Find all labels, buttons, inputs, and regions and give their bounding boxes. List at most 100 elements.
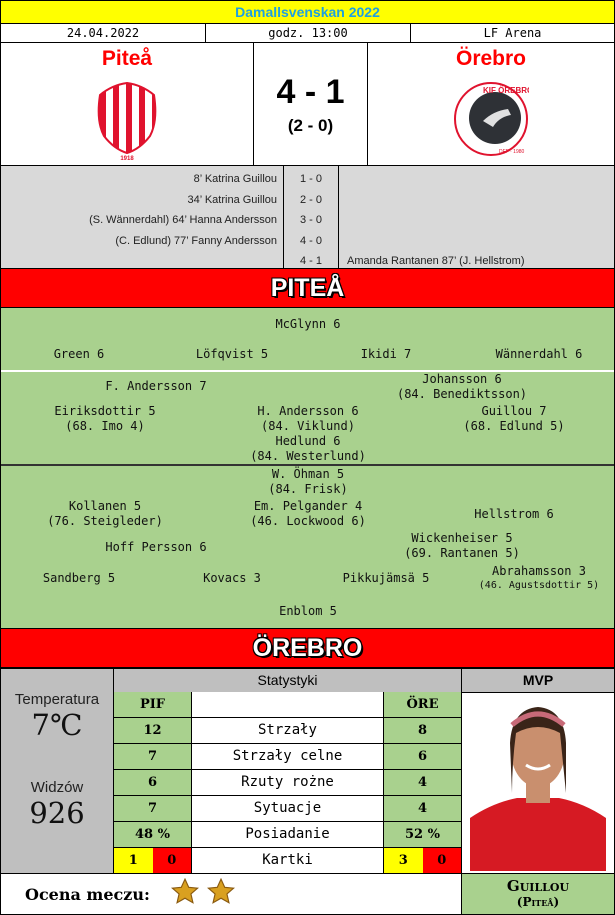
player-name-rating: McGlynn 6: [275, 317, 341, 331]
player-substitute: (46. Lockwood 6): [250, 513, 366, 528]
player-name-rating: Löfqvist 5: [195, 347, 269, 361]
divider: [1, 370, 614, 372]
away-abbr: ÖRE: [384, 692, 461, 717]
lineup-player: Hellstrom 6: [474, 507, 553, 522]
cards-row: 1 0 Kartki 3 0: [113, 848, 462, 874]
lineup-player: Hedlund 6 (84. Westerlund): [250, 434, 366, 463]
player-substitute: (84. Viklund): [261, 418, 355, 433]
stat-label: Rzuty rożne: [191, 770, 384, 795]
player-name-rating: Em. Pelgander 4: [253, 499, 363, 513]
goal-away-scorer: [347, 210, 614, 231]
star-icon: [206, 877, 236, 904]
player-name-rating: H. Andersson 6: [257, 404, 359, 418]
lineup-player: Guillou 7 (68. Edlund 5): [463, 404, 564, 433]
player-name-rating: Green 6: [53, 347, 105, 361]
rating-label: Ocena meczu:: [25, 884, 150, 904]
lineup-player: H. Andersson 6 (84. Viklund): [257, 404, 358, 433]
stat-away-value: 8: [384, 718, 461, 743]
player-substitute: (84. Westerlund): [250, 448, 366, 463]
home-team-cell: Piteå 1918: [0, 42, 254, 166]
match-rating: Ocena meczu:: [0, 873, 462, 915]
player-name-rating: Enblom 5: [279, 604, 337, 618]
stat-home-value: 6: [114, 770, 191, 795]
lineup-player: Sandberg 5: [43, 571, 115, 586]
stats-title: Statystyki: [113, 668, 462, 693]
stat-away-value: 52 %: [384, 822, 461, 847]
goal-away-scorer: Amanda Rantanen 87’ (J. Hellstrom): [347, 255, 525, 267]
home-yellow-cards: 1: [114, 848, 153, 873]
player-name-rating: W. Öhman 5: [271, 467, 345, 481]
lineup-player: Löfqvist 5: [196, 347, 268, 362]
player-name-rating: Wickenheiser 5: [411, 531, 513, 545]
home-lineup-banner: PITEÅ: [0, 268, 615, 308]
stat-away-value: 4: [384, 796, 461, 821]
conditions-panel: Temperatura 7℃ Widzów 926: [0, 668, 114, 874]
goal-away-scorer: [347, 169, 614, 190]
player-name-rating: F. Andersson 7: [105, 379, 207, 393]
player-name-rating: Johansson 6: [422, 372, 502, 386]
lineup-player: Pikkujämsä 5: [343, 571, 430, 586]
home-abbr: PIF: [114, 692, 191, 717]
final-score: 4 - 1: [276, 73, 345, 111]
halfway-line: [1, 464, 614, 466]
home-team-name: Piteå: [101, 47, 153, 70]
stats-header-row: PIF ÖRE: [113, 692, 462, 718]
mvp-title: MVP: [461, 668, 615, 693]
player-name-rating: Hoff Persson 6: [105, 540, 207, 554]
away-yellow-cards: 3: [384, 848, 423, 873]
temperature-label: Temperatura: [14, 691, 100, 708]
star-icon: [170, 877, 200, 904]
temperature-value: 7℃: [31, 708, 83, 742]
away-team-logo: KIF ÖREBRO DFF · 1980: [454, 82, 529, 156]
lineup-player: Em. Pelgander 4 (46. Lockwood 6): [250, 499, 366, 528]
lineup-player: Wännerdahl 6: [496, 347, 583, 362]
mvp-name-cell: Guillou (Piteå): [461, 873, 615, 915]
goal-home-scorer: 34’ Katrina Guillou: [187, 193, 277, 206]
lineup-player: F. Andersson 7: [105, 379, 206, 394]
away-logo-text: KIF ÖREBRO: [483, 86, 529, 95]
lineup-pitch: McGlynn 6 Green 6 Löfqvist 5 Ikidi 7 Wännerd…: [0, 307, 615, 629]
player-substitute: (46. Agustsdottir 5): [478, 579, 600, 591]
mvp-name: Guillou: [506, 877, 570, 895]
player-substitute: (69. Rantanen 5): [404, 545, 520, 560]
away-team-name: Örebro: [455, 47, 526, 70]
stat-label: Strzały celne: [191, 744, 384, 769]
match-venue: LF Arena: [410, 23, 615, 43]
stat-label: Sytuacje: [191, 796, 384, 821]
away-logo-year: DFF · 1980: [499, 149, 525, 155]
away-lineup-banner: ÖREBRO: [0, 628, 615, 668]
goal-scores: 1 - 0 2 - 0 3 - 0 4 - 0 4 - 1: [283, 165, 339, 269]
stat-row: 48 % Posiadanie 52 %: [113, 822, 462, 848]
score-cell: 4 - 1 (2 - 0): [253, 42, 368, 166]
stat-away-value: 4: [384, 770, 461, 795]
goal-away-scorer: [347, 231, 614, 252]
player-name-rating: Hellstrom 6: [474, 507, 554, 521]
player-name-rating: Eiriksdottir 5: [54, 404, 156, 418]
stat-row: 6 Rzuty rożne 4: [113, 770, 462, 796]
halftime-score: (2 - 0): [287, 116, 334, 135]
stat-row: 7 Sytuacje 4: [113, 796, 462, 822]
stat-home-value: 12: [114, 718, 191, 743]
mvp-photo: [461, 692, 615, 874]
competition-title: Damallsvenskan 2022: [0, 0, 615, 24]
home-red-cards: 0: [152, 848, 191, 873]
stat-label: Posiadanie: [191, 822, 384, 847]
lineup-player: Green 6: [54, 347, 105, 362]
stat-row: 7 Strzały celne 6: [113, 744, 462, 770]
player-name-rating: Pikkujämsä 5: [342, 571, 430, 585]
goal-home-scorer: 8’ Katrina Guillou: [193, 173, 277, 185]
away-goals: Amanda Rantanen 87’ (J. Hellstrom): [338, 165, 615, 269]
player-substitute: (84. Benediktsson): [396, 386, 528, 401]
attendance-value: 926: [29, 796, 85, 830]
match-date: 24.04.2022: [0, 23, 206, 43]
goal-running-score: 3 - 0: [299, 214, 322, 226]
home-team-logo: 1918: [97, 81, 157, 161]
goal-home-scorer: (C. Edlund) 77’ Fanny Andersson: [115, 234, 277, 247]
goal-running-score: 2 - 0: [299, 193, 322, 206]
lineup-player: Hoff Persson 6: [105, 540, 206, 555]
mvp-player-image: [470, 697, 606, 871]
goal-running-score: 4 - 0: [299, 234, 322, 247]
lineup-player: Eiriksdottir 5 (68. Imo 4): [54, 404, 155, 433]
player-name-rating: Kovacs 3: [203, 571, 261, 585]
goal-home-scorer: (S. Wännerdahl) 64’ Hanna Andersson: [89, 214, 277, 226]
